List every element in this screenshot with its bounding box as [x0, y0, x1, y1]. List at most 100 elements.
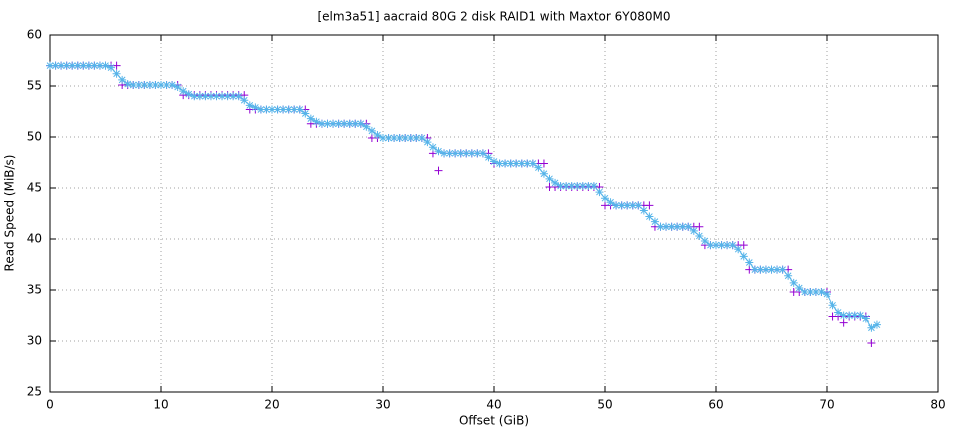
data-point — [662, 222, 671, 231]
data-point — [490, 157, 498, 166]
data-point — [57, 61, 66, 70]
data-point — [212, 92, 221, 101]
data-point — [367, 126, 376, 135]
data-point — [645, 201, 654, 210]
data-point — [395, 134, 404, 143]
data-point — [739, 241, 748, 250]
data-point — [623, 201, 632, 210]
data-point — [573, 181, 582, 190]
data-point — [667, 222, 676, 231]
data-point — [279, 105, 288, 114]
y-axis-label: Read Speed (MiB/s) — [3, 155, 17, 272]
data-point — [734, 245, 743, 254]
data-point — [62, 61, 71, 70]
data-point — [634, 201, 643, 210]
data-point — [706, 241, 715, 250]
data-point — [373, 130, 382, 139]
data-point — [839, 318, 848, 327]
data-point — [301, 109, 310, 118]
data-point — [206, 92, 215, 101]
data-point — [229, 92, 238, 101]
data-point — [184, 90, 193, 99]
data-point — [445, 149, 454, 158]
data-point — [434, 166, 443, 175]
data-point — [612, 201, 621, 210]
data-point — [839, 311, 848, 320]
data-point — [423, 138, 432, 147]
data-point — [451, 149, 460, 158]
data-point — [501, 159, 510, 168]
data-point — [440, 149, 449, 158]
data-point — [84, 61, 93, 70]
data-point — [767, 265, 776, 274]
data-point — [628, 201, 637, 210]
data-point — [390, 134, 399, 143]
data-point — [506, 159, 515, 168]
data-point — [495, 159, 504, 168]
data-point — [828, 301, 837, 310]
data-point — [656, 222, 665, 231]
data-point — [262, 105, 271, 114]
data-point — [68, 61, 77, 70]
data-point — [578, 181, 587, 190]
plot-border — [49, 34, 939, 393]
data-point — [584, 181, 593, 190]
data-point — [112, 69, 121, 78]
data-point — [478, 149, 487, 158]
data-point — [195, 92, 204, 101]
data-point — [673, 222, 682, 231]
data-point — [190, 92, 199, 101]
data-point — [517, 159, 526, 168]
data-point — [90, 61, 99, 70]
data-point — [800, 288, 809, 297]
data-point — [323, 119, 332, 128]
x-tick-label: 20 — [264, 398, 279, 412]
data-point — [689, 226, 698, 235]
data-point — [112, 61, 121, 70]
chart-title: [elm3a51] aacraid 80G 2 disk RAID1 with … — [317, 10, 670, 24]
data-point — [412, 134, 421, 143]
data-point — [306, 114, 315, 123]
data-point — [811, 288, 820, 297]
data-point — [123, 79, 132, 88]
data-point — [512, 159, 521, 168]
data-point — [867, 323, 876, 332]
data-point — [795, 283, 804, 292]
data-point — [95, 61, 104, 70]
data-point — [401, 134, 410, 143]
data-point — [872, 320, 881, 329]
data-point — [756, 265, 765, 274]
data-point — [245, 101, 254, 110]
data-point — [551, 178, 560, 187]
data-point — [528, 159, 537, 168]
data-point — [595, 188, 604, 197]
data-point — [118, 75, 127, 84]
data-point — [151, 80, 160, 89]
data-point — [273, 105, 282, 114]
data-point — [379, 134, 387, 143]
x-tick-label: 30 — [375, 398, 390, 412]
data-point — [589, 181, 598, 190]
data-point — [290, 105, 299, 114]
data-point — [251, 103, 260, 112]
y-tick-label: 50 — [27, 130, 42, 144]
y-tick-label: 45 — [27, 181, 42, 195]
data-point — [268, 105, 276, 114]
data-point — [601, 194, 609, 203]
data-point — [817, 288, 826, 297]
x-tick-label: 60 — [708, 398, 723, 412]
y-tick-label: 35 — [27, 283, 42, 297]
data-point — [761, 265, 770, 274]
data-point — [312, 117, 321, 126]
data-point — [617, 201, 626, 210]
data-point — [750, 265, 759, 274]
data-point — [218, 92, 227, 101]
data-point — [717, 241, 726, 250]
data-point — [850, 311, 859, 320]
data-point — [867, 339, 876, 348]
data-point — [434, 147, 443, 156]
data-point — [567, 181, 576, 190]
